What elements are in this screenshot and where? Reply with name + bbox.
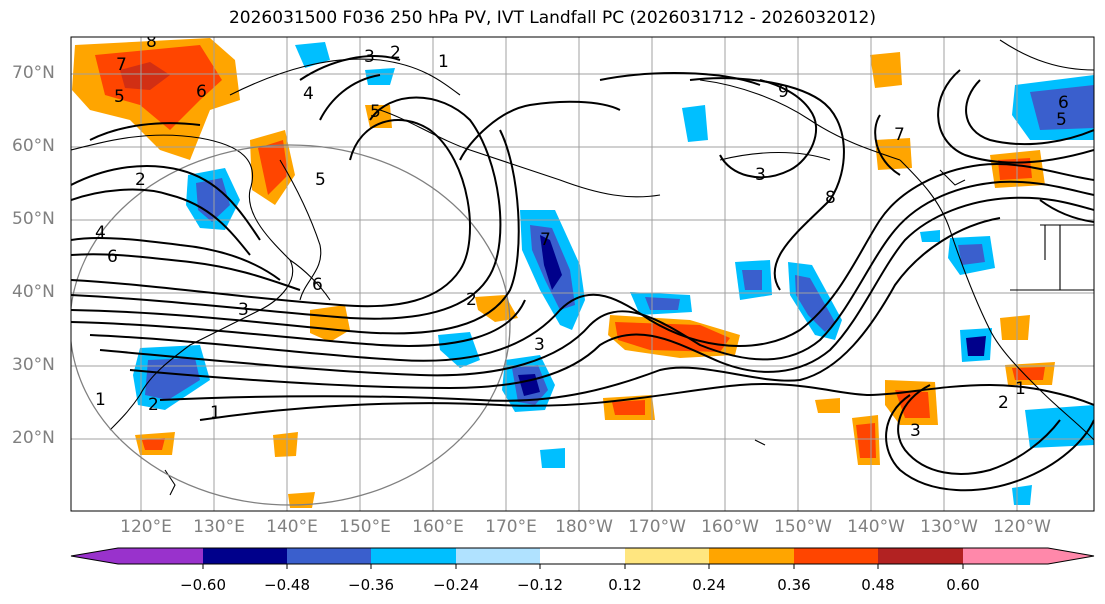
colorbar-segment (625, 548, 709, 564)
contour-label: 8 (146, 32, 157, 52)
contour-label: 8 (825, 188, 836, 208)
colorbar-segment (540, 548, 625, 564)
lat-label: 20°N (12, 428, 55, 448)
lon-label: 170°E (485, 517, 537, 537)
contour-label: 2 (998, 393, 1009, 413)
graticule (71, 37, 1094, 511)
colorbar-segment (963, 548, 1048, 564)
contour-label: 1 (1015, 379, 1026, 399)
lon-label: 180°W (555, 517, 613, 537)
lat-label: 70°N (12, 63, 55, 83)
contour-label: 3 (238, 300, 249, 320)
lat-label: 50°N (12, 209, 55, 229)
contour-label: 3 (755, 165, 766, 185)
colorbar-segment (287, 548, 371, 564)
contour-label: 6 (196, 82, 207, 102)
contour-label: 5 (315, 170, 326, 190)
lon-label: 160°E (412, 517, 464, 537)
contour-label: 6 (107, 247, 118, 267)
colorbar-tick-label: −0.36 (348, 576, 394, 594)
contour-label: 2 (135, 170, 146, 190)
contour-label: 4 (303, 84, 314, 104)
lon-label: 140°W (847, 517, 905, 537)
colorbar-segment (794, 548, 878, 564)
colorbar-tick-label: 0.60 (946, 576, 980, 594)
map-frame (70, 36, 1095, 512)
colorbar-segment (203, 548, 287, 564)
colorbar-tick-label: −0.48 (264, 576, 310, 594)
colorbar-segment (371, 548, 456, 564)
colorbar-tick-label: 0.12 (608, 576, 642, 594)
colorbar-segment (878, 548, 963, 564)
contour-label: 1 (438, 52, 449, 72)
contour-label: 1 (210, 403, 221, 423)
lon-label: 120°W (993, 517, 1051, 537)
colorbar-tick-label: 0.48 (861, 576, 895, 594)
colorbar-segment (118, 548, 203, 564)
contour-label: 9 (778, 82, 789, 102)
lon-label: 140°E (266, 517, 318, 537)
radius-circle (71, 144, 511, 506)
contour-label: 2 (466, 290, 477, 310)
contour-label: 5 (114, 87, 125, 107)
colorbar-segment (456, 548, 540, 564)
colorbar-tick-label: −0.24 (433, 576, 479, 594)
map-plot-area: 8 7 6 5 3 2 1 4 5 6 7 3 2 1 9 8 7 6 5 2 … (71, 32, 1094, 511)
colorbar-tick-label: −0.60 (180, 576, 226, 594)
lon-label: 170°W (628, 517, 686, 537)
contour-label: 7 (894, 125, 905, 145)
pv-contours (71, 55, 1094, 492)
lon-label: 150°W (774, 517, 832, 537)
colorbar-extend-min (71, 548, 118, 564)
contour-label: 3 (910, 421, 921, 441)
lon-label: 120°E (120, 517, 172, 537)
contour-label: 6 (312, 275, 323, 295)
contour-labels: 8 7 6 5 3 2 1 4 5 6 7 3 2 1 9 8 7 6 5 2 … (95, 32, 1069, 441)
map-title: 2026031500 F036 250 hPa PV, IVT Landfall… (228, 8, 876, 28)
colorbar-tick-label: 0.36 (777, 576, 811, 594)
coastlines (71, 39, 1094, 496)
lon-label: 130°E (193, 517, 245, 537)
contour-label: 2 (148, 395, 159, 415)
contour-label: 7 (540, 230, 551, 250)
colorbar (70, 547, 1095, 569)
lat-label: 40°N (12, 282, 55, 302)
contour-label: 3 (364, 47, 375, 67)
colorbar-extend-max (1048, 548, 1094, 564)
contour-label: 1 (95, 390, 106, 410)
colorbar-tick-label: 0.24 (692, 576, 726, 594)
lon-label: 130°W (920, 517, 978, 537)
contour-label: 4 (95, 223, 106, 243)
lon-label: 150°E (339, 517, 391, 537)
contour-label: 2 (390, 43, 401, 63)
colorbar-segment (709, 548, 794, 564)
contour-label: 6 (1058, 93, 1069, 113)
contour-label: 7 (116, 55, 127, 75)
lat-label: 30°N (12, 355, 55, 375)
contour-label: 5 (370, 102, 381, 122)
lat-label: 60°N (12, 136, 55, 156)
colorbar-tick-label: −0.12 (517, 576, 563, 594)
contour-label: 5 (1056, 110, 1067, 130)
contour-label: 3 (534, 335, 545, 355)
lon-label: 160°W (701, 517, 759, 537)
